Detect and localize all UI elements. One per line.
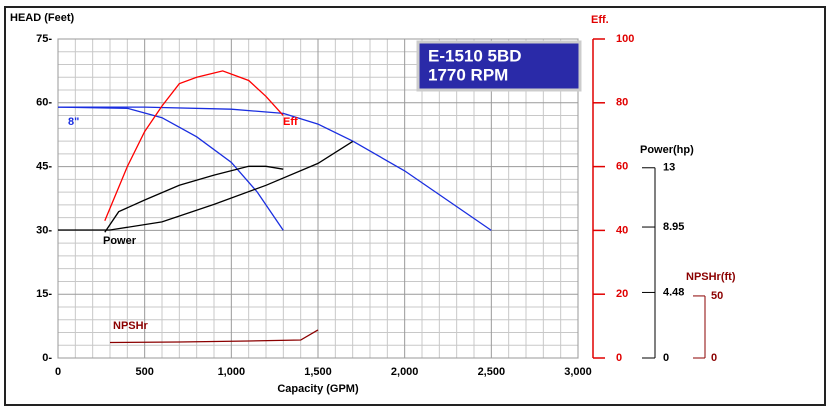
y2-tick-label: 100 [616,33,634,45]
series-line [57,106,284,231]
series-label: Power [103,235,137,247]
x-tick-label: 1,000 [218,366,246,378]
y-tick-label: 30- [36,224,52,236]
y2-tick-label: 80 [616,97,628,109]
y-axis-label: HEAD (Feet) [10,12,75,24]
series-label: NPSHr [113,320,149,332]
annotation-text: E-1510 5BD [428,46,522,65]
x-tick-label: 3,000 [564,366,592,378]
y4-axis-label: NPSHr(ft) [686,271,736,283]
y3-tick-label: 0 [663,352,669,364]
series-label: 8" [68,116,79,128]
y-tick-label: 75- [36,33,52,45]
y2-tick-label: 60 [616,161,628,173]
x-tick-label: 2,000 [391,366,419,378]
x-axis-label: Capacity (GPM) [277,383,359,395]
y3-tick-label: 8.95 [663,221,684,233]
y2-axis-label: Eff. [591,14,609,26]
annotation-bg [416,40,582,92]
series-line [104,165,284,233]
x-tick-label: 1,500 [304,366,332,378]
plot [57,38,579,359]
series-label: Eff [283,116,298,128]
x-tick-label: 0 [55,366,61,378]
y-tick-label: 45- [36,161,52,173]
y3-axis-label: Power(hp) [640,144,694,156]
y2-tick-label: 20 [616,288,628,300]
series-line [104,70,284,222]
y4-tick-label: 0 [711,352,717,364]
y3-tick-label: 4.48 [663,286,684,298]
annotation-box: E-1510 5BD 1770 RPM [416,40,582,92]
y4-tick-label: 50 [711,290,723,302]
series-line [58,140,354,231]
y-tick-label: 0- [42,352,52,364]
y3-tick-label: 13 [663,162,675,174]
y2-tick-label: 40 [616,224,628,236]
series-line [58,106,492,231]
x-tick-label: 2,500 [478,366,506,378]
y-tick-label: 15- [36,288,52,300]
y2-tick-label: 0 [616,352,622,364]
x-tick-label: 500 [135,366,153,378]
series-line [109,329,319,344]
annotation-text: 1770 RPM [428,65,508,84]
y-tick-label: 60- [36,97,52,109]
